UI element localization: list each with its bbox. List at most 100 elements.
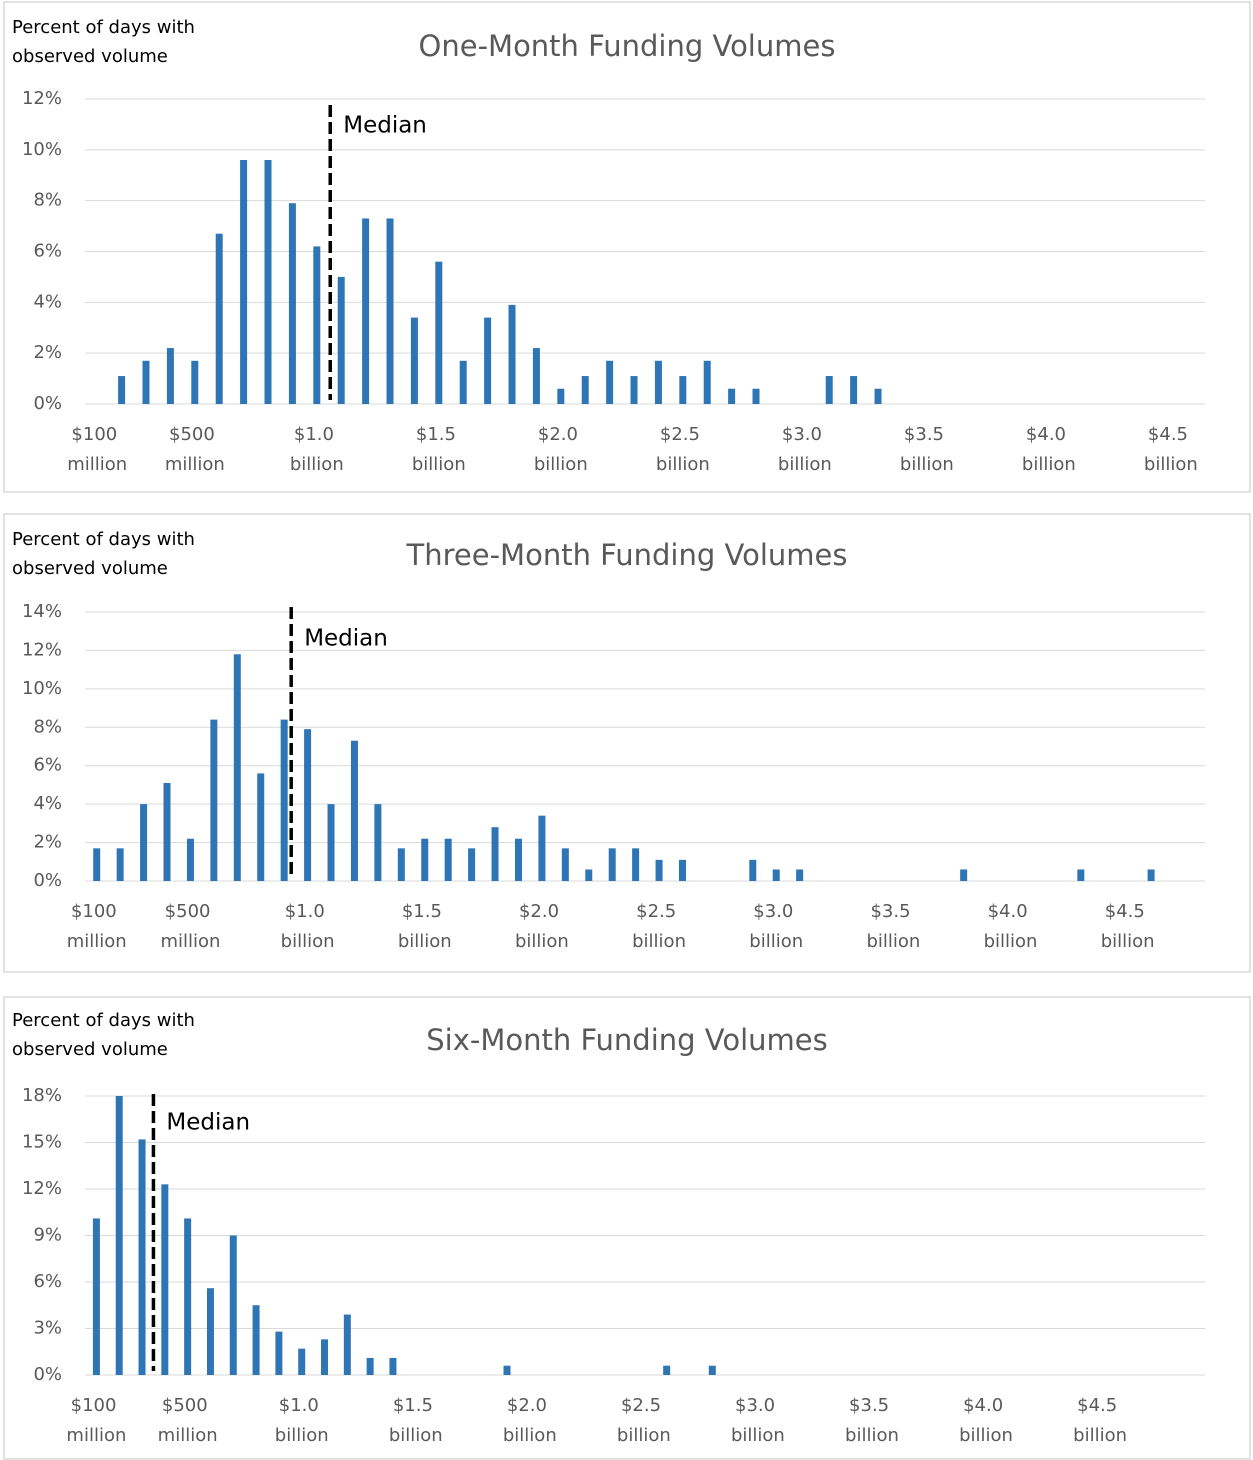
bar — [327, 804, 335, 881]
y-tick-label: 0% — [33, 393, 62, 414]
bar — [280, 719, 288, 881]
bar — [581, 376, 589, 404]
bar — [366, 1357, 374, 1375]
x-tick-label: $1.5 billion — [389, 1395, 443, 1446]
y-axis-label: Percent of days with — [12, 17, 195, 38]
x-tick-label: $100 million — [67, 424, 127, 475]
bar — [772, 869, 780, 881]
x-tick-label: $3.0 billion — [749, 901, 803, 952]
bar — [184, 1218, 192, 1375]
bar — [321, 1339, 329, 1375]
bar — [142, 360, 150, 404]
bar — [468, 848, 476, 881]
bar — [585, 869, 593, 881]
bar — [491, 827, 499, 881]
bar — [252, 1305, 260, 1375]
bar — [210, 719, 218, 881]
bar — [350, 740, 358, 881]
x-tick-label: $2.5 billion — [632, 901, 686, 952]
bar — [186, 838, 194, 881]
x-tick-label: $100 million — [67, 901, 127, 952]
y-tick-label: 12% — [22, 639, 62, 660]
bar — [138, 1139, 146, 1375]
panel — [3, 1, 1251, 493]
bar — [288, 203, 296, 404]
x-tick-label: $4.0 billion — [959, 1395, 1013, 1446]
bar — [679, 376, 687, 404]
y-tick-label: 2% — [33, 832, 62, 853]
y-tick-label: 6% — [33, 1271, 62, 1292]
y-tick-label: 9% — [33, 1225, 62, 1246]
bar — [561, 848, 569, 881]
y-tick-label: 18% — [22, 1085, 62, 1106]
bar — [708, 1365, 716, 1375]
x-tick-label: $500 million — [158, 1395, 218, 1446]
panel — [3, 513, 1251, 973]
x-tick-label: $2.0 billion — [515, 901, 569, 952]
x-tick-label: $1.0 billion — [290, 424, 344, 475]
bar — [337, 276, 345, 404]
x-tick-label: $500 million — [165, 424, 225, 475]
x-tick-label: $1.0 billion — [275, 1395, 329, 1446]
bar — [874, 388, 882, 404]
bar — [728, 388, 736, 404]
y-tick-label: 0% — [33, 870, 62, 891]
median-label: Median — [304, 626, 388, 652]
bar — [752, 388, 760, 404]
bar — [703, 360, 711, 404]
bar — [632, 848, 640, 881]
bar — [257, 773, 265, 881]
y-tick-label: 10% — [22, 678, 62, 699]
bar — [374, 804, 382, 881]
x-tick-label: $4.5 billion — [1144, 424, 1198, 475]
bar — [421, 838, 429, 881]
bar — [655, 859, 663, 881]
y-tick-label: 14% — [22, 601, 62, 622]
x-tick-label: $4.5 billion — [1073, 1395, 1127, 1446]
bar — [514, 838, 522, 881]
bar — [459, 360, 467, 404]
y-tick-label: 3% — [33, 1318, 62, 1339]
y-axis-label: Percent of days with — [12, 1010, 195, 1031]
bar — [298, 1348, 306, 1375]
bar — [397, 848, 405, 881]
y-tick-label: 12% — [22, 1178, 62, 1199]
x-tick-label: $1.0 billion — [281, 901, 335, 952]
x-tick-label: $3.5 billion — [845, 1395, 899, 1446]
x-tick-label: $4.5 billion — [1101, 901, 1155, 952]
x-tick-label: $500 million — [160, 901, 220, 952]
y-tick-label: 8% — [33, 190, 62, 211]
y-tick-label: 4% — [33, 793, 62, 814]
bar — [115, 1096, 123, 1375]
bar — [796, 869, 804, 881]
bar — [163, 783, 171, 881]
y-tick-label: 8% — [33, 716, 62, 737]
chart-title: One-Month Funding Volumes — [419, 29, 836, 63]
y-axis-label: Percent of days with — [12, 529, 195, 550]
bar — [1147, 869, 1155, 881]
bar — [410, 317, 418, 404]
bar — [435, 261, 443, 404]
bar — [749, 859, 757, 881]
bar — [444, 838, 452, 881]
x-tick-label: $1.5 billion — [398, 901, 452, 952]
bar — [557, 388, 565, 404]
bar — [229, 1235, 237, 1375]
x-tick-label: $3.5 billion — [866, 901, 920, 952]
y-axis-label: observed volume — [12, 46, 168, 67]
bar — [678, 859, 686, 881]
y-tick-label: 6% — [33, 755, 62, 776]
bar — [275, 1331, 283, 1375]
bar — [233, 654, 241, 881]
bar — [362, 218, 370, 404]
y-tick-label: 4% — [33, 291, 62, 312]
bar — [92, 1218, 100, 1375]
bar — [654, 360, 662, 404]
bar — [850, 376, 858, 404]
x-tick-label: $2.5 billion — [617, 1395, 671, 1446]
x-tick-label: $3.0 billion — [778, 424, 832, 475]
bar — [484, 317, 492, 404]
panel — [3, 996, 1251, 1460]
